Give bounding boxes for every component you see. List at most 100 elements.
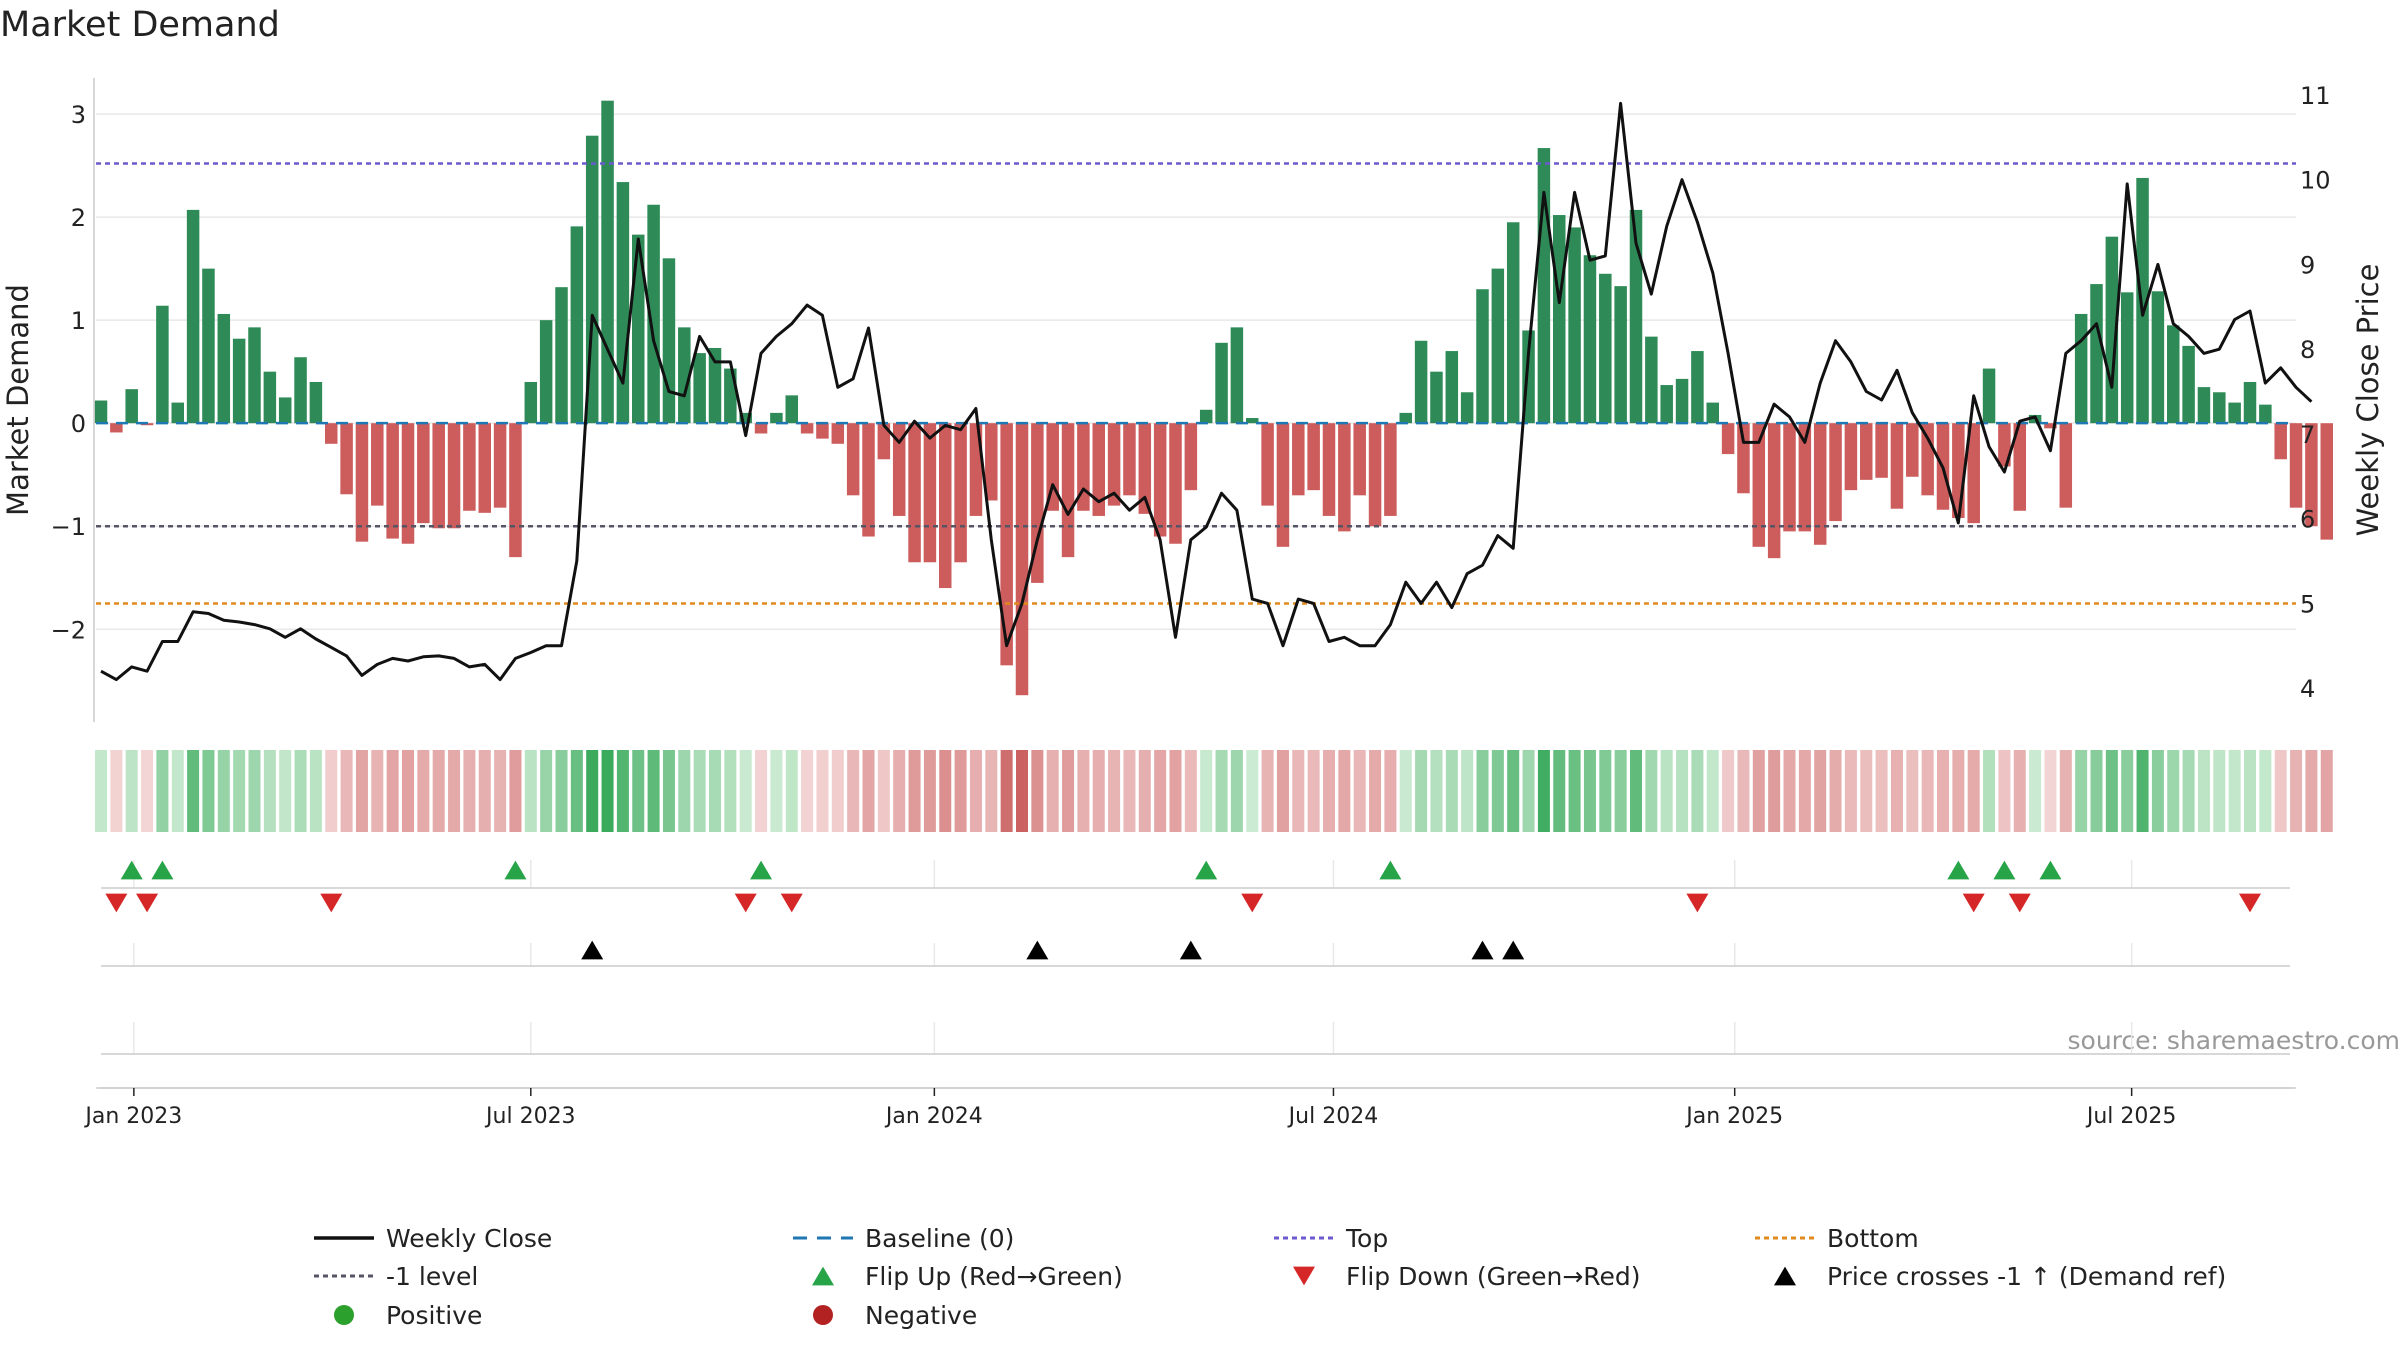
strip-cell-negative (1783, 750, 1796, 832)
strip-cell-positive (1660, 750, 1673, 832)
strip-cell-negative (1829, 750, 1842, 832)
strip-cell-positive (2136, 750, 2149, 832)
legend-label: Price crosses -1 ↑ (Demand ref) (1827, 1262, 2226, 1291)
demand-bar-negative (1921, 423, 1934, 496)
strip-cell-negative (448, 750, 461, 832)
strip-cell-positive (678, 750, 691, 832)
strip-cell-negative (1046, 750, 1059, 832)
strip-cell-negative (1814, 750, 1827, 832)
demand-bar-negative (1031, 423, 1044, 583)
strip-cell-negative (1722, 750, 1735, 832)
strip-cell-negative (1062, 750, 1075, 832)
strip-cell-positive (1583, 750, 1596, 832)
demand-bar-negative (1138, 423, 1152, 514)
strip-cell-positive (1507, 750, 1520, 832)
right-tick-label: 8 (2300, 336, 2315, 364)
strip-cell-negative (1000, 750, 1013, 832)
legend-swatch-triangle-up (1774, 1266, 1796, 1286)
cross-up-marker (1502, 940, 1525, 960)
cross-up-marker (1471, 940, 1494, 960)
demand-bar-negative (939, 423, 952, 589)
strip-cell-negative (1844, 750, 1857, 832)
demand-bar-negative (1292, 423, 1305, 496)
demand-bar-negative (923, 423, 937, 563)
demand-bar-positive (309, 381, 323, 424)
strip-cell-positive (662, 750, 675, 832)
strip-cell-positive (770, 750, 783, 832)
strip-cell-negative (1123, 750, 1136, 832)
demand-bar-negative (1767, 423, 1781, 559)
demand-bar-negative (1092, 423, 1105, 516)
demand-bar-positive (2151, 291, 2165, 424)
strip-cell-positive (1553, 750, 1566, 832)
strip-cell-negative (2013, 750, 2026, 832)
strip-cell-negative (2059, 750, 2072, 832)
flip-up-marker (1195, 860, 1218, 880)
demand-bar-positive (1599, 273, 1612, 424)
strip-cell-negative (1154, 750, 1167, 832)
strip-cell-positive (1537, 750, 1550, 832)
demand-bar-negative (985, 423, 998, 501)
demand-bar-positive (1414, 340, 1428, 424)
strip-cell-negative (386, 750, 399, 832)
demand-bar-positive (232, 338, 246, 424)
x-tick-label: Jan 2024 (884, 1104, 983, 1129)
strip-cell-positive (2213, 750, 2226, 832)
demand-bar-positive (1553, 215, 1566, 424)
demand-bar-positive (2259, 404, 2272, 424)
strip-cell-positive (294, 750, 307, 832)
strip-cell-negative (1092, 750, 1105, 832)
strip-cell-negative (908, 750, 921, 832)
demand-bar-negative (1276, 423, 1290, 547)
strip-cell-positive (171, 750, 184, 832)
legend-label: Weekly Close (386, 1224, 552, 1253)
demand-bar-negative (877, 423, 891, 460)
strip-cell-negative (509, 750, 522, 832)
demand-bar-positive (570, 226, 584, 424)
demand-bar-negative (2320, 423, 2333, 540)
strip-cell-negative (1016, 750, 1028, 832)
flip-down-marker (2008, 893, 2031, 913)
flip-down-marker (1241, 893, 1264, 913)
demand-bar-positive (2243, 381, 2257, 424)
strip-cell-negative (831, 750, 844, 832)
strip-cell-negative (2290, 750, 2303, 832)
demand-bar-positive (2090, 284, 2103, 424)
legend-label: Baseline (0) (865, 1224, 1014, 1253)
flip-up-marker (1947, 860, 1970, 880)
strip-cell-negative (110, 750, 123, 832)
strip-cell-positive (1630, 750, 1642, 832)
strip-cell-positive (785, 750, 798, 832)
strip-cell-positive (202, 750, 215, 832)
demand-bar-negative (1783, 423, 1796, 532)
strip-cell-negative (1998, 750, 2011, 832)
strip-cell-positive (1599, 750, 1612, 832)
demand-bar-negative (1967, 423, 1980, 524)
flip-up-marker (151, 860, 174, 880)
demand-bar-positive (1982, 368, 1996, 424)
legend-label: Flip Up (Red→Green) (865, 1262, 1123, 1291)
demand-bar-negative (2305, 423, 2318, 527)
strip-cell-positive (125, 750, 138, 832)
demand-bar-positive (693, 353, 706, 424)
strip-cell-negative (2305, 750, 2318, 832)
strip-cell-positive (233, 750, 246, 832)
left-tick-label: 1 (71, 307, 86, 335)
strip-cell-negative (325, 750, 338, 832)
strip-cell-negative (1384, 750, 1397, 832)
strip-cell-positive (187, 750, 200, 832)
right-tick-label: 9 (2300, 251, 2315, 279)
strip-cell-negative (847, 750, 860, 832)
demand-bar-positive (217, 313, 231, 424)
demand-bar-positive (171, 402, 184, 424)
legend-label: Positive (386, 1301, 482, 1330)
demand-bar-positive (94, 400, 108, 424)
strip-cell-negative (2044, 750, 2057, 832)
strip-cell-negative (985, 750, 998, 832)
strip-cell-negative (417, 750, 430, 832)
demand-bar-positive (156, 305, 169, 424)
demand-bar-positive (1568, 227, 1581, 424)
demand-bar-negative (493, 423, 507, 508)
strip-cell-negative (1138, 750, 1151, 832)
cross-up-marker (1026, 940, 1049, 960)
